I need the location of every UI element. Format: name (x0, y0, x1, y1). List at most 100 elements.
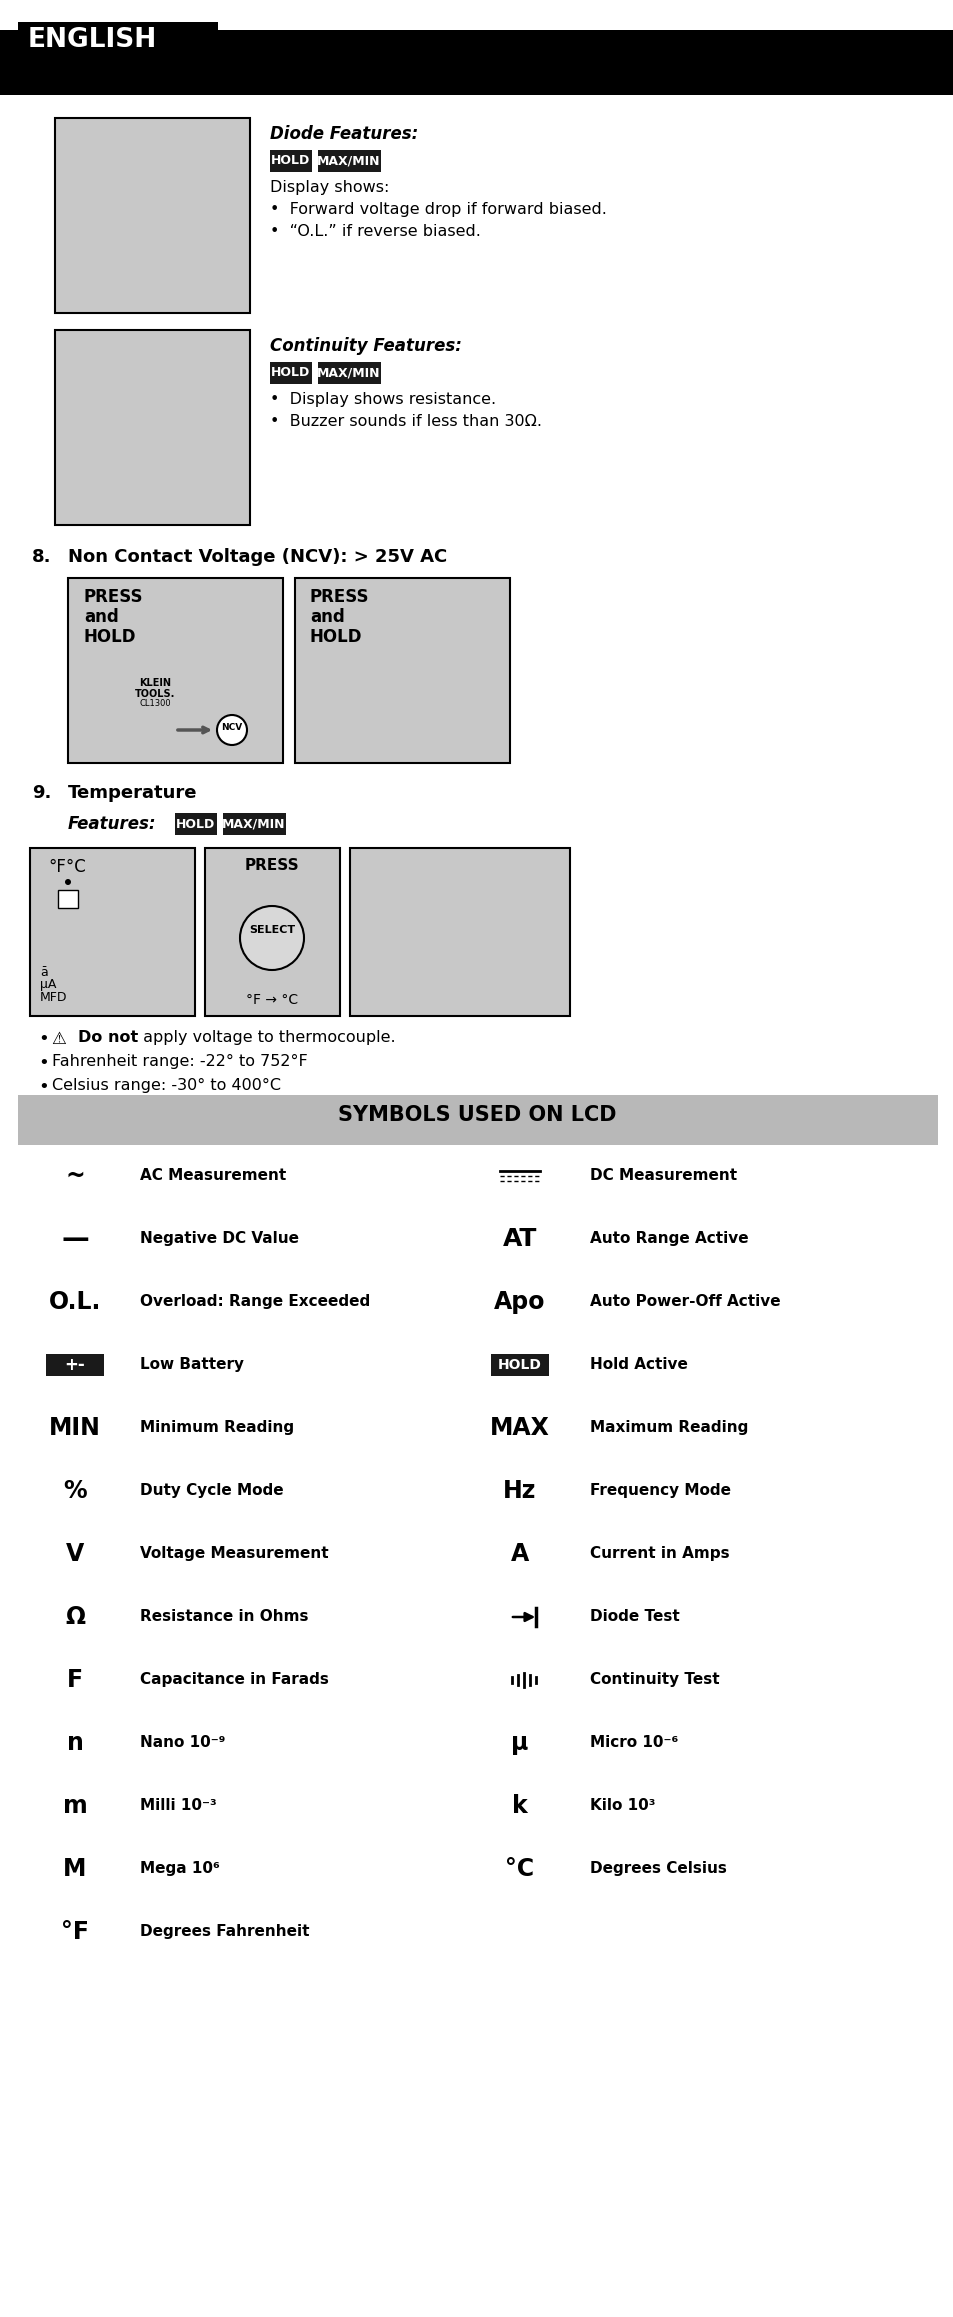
Text: PRESS: PRESS (310, 589, 369, 607)
Bar (317, 361, 380, 385)
Text: HOLD: HOLD (271, 366, 311, 380)
Text: DC Measurement: DC Measurement (589, 1168, 737, 1184)
Text: KLEIN: KLEIN (139, 679, 171, 688)
Text: —: — (61, 1226, 89, 1253)
Text: Milli 10⁻³: Milli 10⁻³ (140, 1798, 216, 1812)
Text: HOLD: HOLD (176, 818, 215, 829)
Bar (223, 813, 286, 834)
Text: °F: °F (61, 1921, 89, 1944)
Circle shape (240, 906, 304, 971)
Text: TOOLS.: TOOLS. (134, 688, 175, 700)
Text: Do not: Do not (78, 1031, 138, 1045)
Text: •  Forward voltage drop if forward biased.: • Forward voltage drop if forward biased… (270, 202, 606, 218)
Bar (55, 329, 250, 526)
Bar (205, 848, 339, 1015)
Text: MAX/MIN: MAX/MIN (317, 155, 380, 167)
Text: CL1300: CL1300 (139, 700, 171, 709)
Text: °C: °C (505, 1856, 534, 1881)
Text: ~: ~ (65, 1163, 85, 1189)
Text: Maximum Reading: Maximum Reading (589, 1420, 747, 1434)
Bar (491, 1353, 548, 1376)
Text: Kilo 10³: Kilo 10³ (589, 1798, 655, 1812)
Text: M: M (63, 1856, 87, 1881)
Text: Diode Features:: Diode Features: (270, 125, 417, 144)
Text: Degrees Fahrenheit: Degrees Fahrenheit (140, 1923, 309, 1939)
Text: Current in Amps: Current in Amps (589, 1545, 729, 1562)
Bar (294, 577, 510, 762)
Text: PRESS: PRESS (244, 857, 299, 874)
Text: Overload: Range Exceeded: Overload: Range Exceeded (140, 1293, 370, 1309)
Text: SYMBOLS USED ON LCD: SYMBOLS USED ON LCD (337, 1105, 616, 1126)
Bar (174, 813, 216, 834)
Text: Non Contact Voltage (NCV): > 25V AC: Non Contact Voltage (NCV): > 25V AC (68, 549, 447, 565)
Text: AC Measurement: AC Measurement (140, 1168, 286, 1184)
Text: ENGLISH: ENGLISH (28, 28, 157, 53)
Text: Low Battery: Low Battery (140, 1358, 244, 1372)
Text: Diode Test: Diode Test (589, 1608, 679, 1624)
Text: •: • (38, 1077, 49, 1096)
Text: Auto Range Active: Auto Range Active (589, 1230, 748, 1247)
Bar (68, 577, 283, 762)
Text: A: A (511, 1543, 529, 1566)
Text: •: • (38, 1031, 49, 1047)
Text: k: k (512, 1793, 527, 1819)
Text: Temperature: Temperature (68, 783, 197, 802)
Text: Auto Power-Off Active: Auto Power-Off Active (589, 1293, 780, 1309)
Text: HOLD: HOLD (271, 155, 311, 167)
Text: Display shows:: Display shows: (270, 181, 389, 195)
Text: •: • (38, 1054, 49, 1073)
Text: Celsius range: -30° to 400°C: Celsius range: -30° to 400°C (52, 1077, 281, 1094)
Bar (55, 118, 250, 313)
Text: Features:: Features: (68, 816, 156, 834)
Text: MAX: MAX (490, 1416, 549, 1439)
Text: NCV: NCV (221, 723, 242, 732)
Bar (58, 890, 78, 908)
Bar (317, 151, 380, 171)
Circle shape (65, 878, 71, 885)
Text: O.L.: O.L. (49, 1291, 101, 1314)
Bar (46, 1353, 104, 1376)
Text: HOLD: HOLD (84, 628, 136, 646)
Text: V: V (66, 1543, 84, 1566)
Text: %: % (63, 1478, 87, 1504)
Text: MFD: MFD (40, 992, 68, 1003)
Bar (18, 21, 218, 95)
Text: and: and (310, 607, 344, 626)
Text: HOLD: HOLD (310, 628, 362, 646)
Text: 8.: 8. (32, 549, 51, 565)
Text: Apo: Apo (494, 1291, 545, 1314)
Text: SELECT: SELECT (249, 924, 294, 936)
Text: •  “O.L.” if reverse biased.: • “O.L.” if reverse biased. (270, 225, 480, 239)
Text: Resistance in Ohms: Resistance in Ohms (140, 1608, 308, 1624)
Text: +-: +- (65, 1355, 85, 1374)
Text: Micro 10⁻⁶: Micro 10⁻⁶ (589, 1735, 678, 1749)
Text: MAX/MIN: MAX/MIN (317, 366, 380, 380)
Bar (270, 151, 312, 171)
Circle shape (216, 716, 247, 746)
Text: μ: μ (511, 1731, 528, 1754)
Text: Hz: Hz (503, 1478, 537, 1504)
Text: HOLD: HOLD (497, 1358, 541, 1372)
Text: m: m (63, 1793, 88, 1819)
Bar (30, 848, 194, 1015)
Text: Mega 10⁶: Mega 10⁶ (140, 1861, 219, 1877)
Text: Voltage Measurement: Voltage Measurement (140, 1545, 328, 1562)
Text: μA: μA (40, 978, 56, 992)
Text: Continuity Features:: Continuity Features: (270, 336, 461, 355)
Bar (0, 30, 953, 95)
Text: apply voltage to thermocouple.: apply voltage to thermocouple. (138, 1031, 395, 1045)
Text: 9.: 9. (32, 783, 51, 802)
Text: MIN: MIN (49, 1416, 101, 1439)
Text: •  Display shows resistance.: • Display shows resistance. (270, 392, 496, 408)
Text: Hold Active: Hold Active (589, 1358, 687, 1372)
Text: and: and (84, 607, 118, 626)
Bar (18, 1096, 937, 1145)
Text: Fahrenheit range: -22° to 752°F: Fahrenheit range: -22° to 752°F (52, 1054, 308, 1068)
Text: ā: ā (40, 966, 48, 980)
Text: Continuity Test: Continuity Test (589, 1673, 719, 1687)
Text: ⚠: ⚠ (52, 1031, 72, 1047)
Text: •  Buzzer sounds if less than 30Ω.: • Buzzer sounds if less than 30Ω. (270, 415, 541, 429)
Text: Capacitance in Farads: Capacitance in Farads (140, 1673, 329, 1687)
Bar (350, 848, 569, 1015)
Text: °F → °C: °F → °C (246, 994, 297, 1008)
